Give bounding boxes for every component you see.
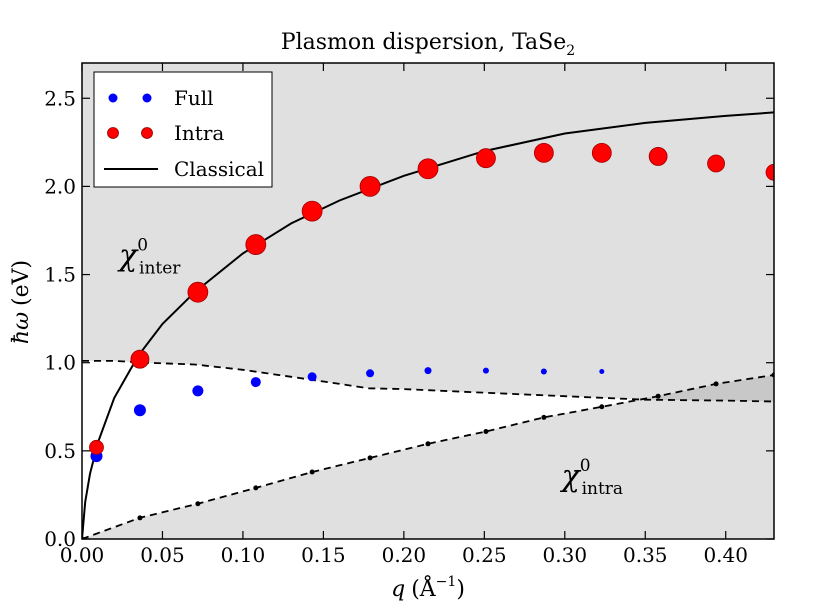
legend-intra-marker [141,127,153,139]
legend-full-marker [142,93,152,103]
x-tick-label: 0.00 [60,543,105,567]
intra-point [359,176,381,197]
intra-point [533,143,554,163]
chart-title-sub: 2 [566,43,575,59]
chi-intra-label: χ0 intra [560,456,624,499]
chart-title-main: Plasmon dispersion, TaSe [281,30,566,55]
full-point [540,368,547,375]
intraband-edge-dot [309,469,315,475]
chi-inter-symbol: χ [117,239,139,274]
legend-intra-label: Intra [174,121,224,145]
intraband-edge-dot [541,414,547,420]
x-axis-unit-close: ) [456,577,465,602]
chi-inter-sub: inter [139,259,181,279]
y-axis-var: ħω [9,312,34,344]
intra-series [89,143,774,455]
x-tick-label: 0.20 [382,543,427,567]
intra-point [417,158,439,180]
plot-frame [81,62,775,540]
legend-full-label: Full [174,86,214,110]
intra-point [765,163,774,181]
intraband-edge-dot [483,428,489,434]
y-tick-label: 0.5 [44,439,76,463]
y-tick-labels: 0.0 0.5 1.0 1.5 2.0 2.5 [44,86,76,551]
legend: Full Intra Classical [93,71,273,188]
chart-title: Plasmon dispersion, TaSe2 [281,30,575,59]
chi-intra-sub: intra [582,479,623,499]
full-point [250,377,261,388]
full-point [599,369,605,375]
intra-point [648,147,668,166]
full-point [133,404,146,417]
full-point [424,367,432,375]
intra-point [187,281,209,303]
legend-intra-marker [107,127,119,139]
intra-point [89,439,104,455]
intra-point [130,349,150,369]
intraband-edge-dot [137,515,143,521]
x-tick-label: 0.30 [543,543,588,567]
y-tick-label: 1.5 [44,263,76,287]
legend-box [93,71,273,188]
intra-point [245,234,267,255]
y-axis-label: ħω (eV) [9,260,34,344]
intra-point [591,143,612,163]
chi-inter-label: χ0 inter [117,236,181,279]
x-tick-label: 0.25 [462,543,507,567]
intraband-edge-markers [82,372,774,539]
legend-full-marker [108,93,118,103]
continuum-overlap-region [637,375,774,402]
chi-intra-symbol: χ [560,459,582,494]
intra-point [301,200,323,222]
x-axis-var: q [391,577,405,602]
x-tick-label: 0.10 [221,543,266,567]
y-tick-label: 0.0 [44,527,76,551]
full-point [482,367,489,374]
x-tick-label: 0.15 [301,543,346,567]
x-axis-unit-open: (Å [411,574,437,602]
intra-point [707,154,725,173]
y-axis-unit: (eV) [9,260,34,306]
intraband-edge-dot [367,455,373,461]
interband-edge-line [82,360,774,403]
intraband-edge-dot [425,441,431,447]
x-tick-label: 0.40 [703,543,748,567]
x-tick-labels: 0.00 0.05 0.10 0.15 0.20 0.25 0.30 0.35 0.40 [60,543,748,567]
intraband-edge-dot [195,501,201,507]
intraband-edge-dot [655,393,661,399]
intraband-edge-dot [253,485,259,491]
intra-point [476,148,496,169]
y-tick-label: 2.5 [44,86,76,110]
chi-intra-sup: 0 [580,456,591,476]
x-axis-label: q (Å−1) [391,574,465,602]
y-tick-label: 1.0 [44,351,76,375]
legend-classical-label: Classical [174,157,264,181]
x-tick-label: 0.35 [623,543,668,567]
x-axis-unit-exp: −1 [436,574,457,590]
full-point [307,372,317,382]
chi-inter-sup: 0 [137,236,148,256]
full-point [366,369,375,378]
full-point [192,385,204,397]
intraband-edge-dot [713,381,719,387]
x-tick-label: 0.05 [140,543,185,567]
y-tick-label: 2.0 [44,174,76,198]
intraband-edge-dot [599,404,605,410]
axis-ticks [81,63,774,540]
